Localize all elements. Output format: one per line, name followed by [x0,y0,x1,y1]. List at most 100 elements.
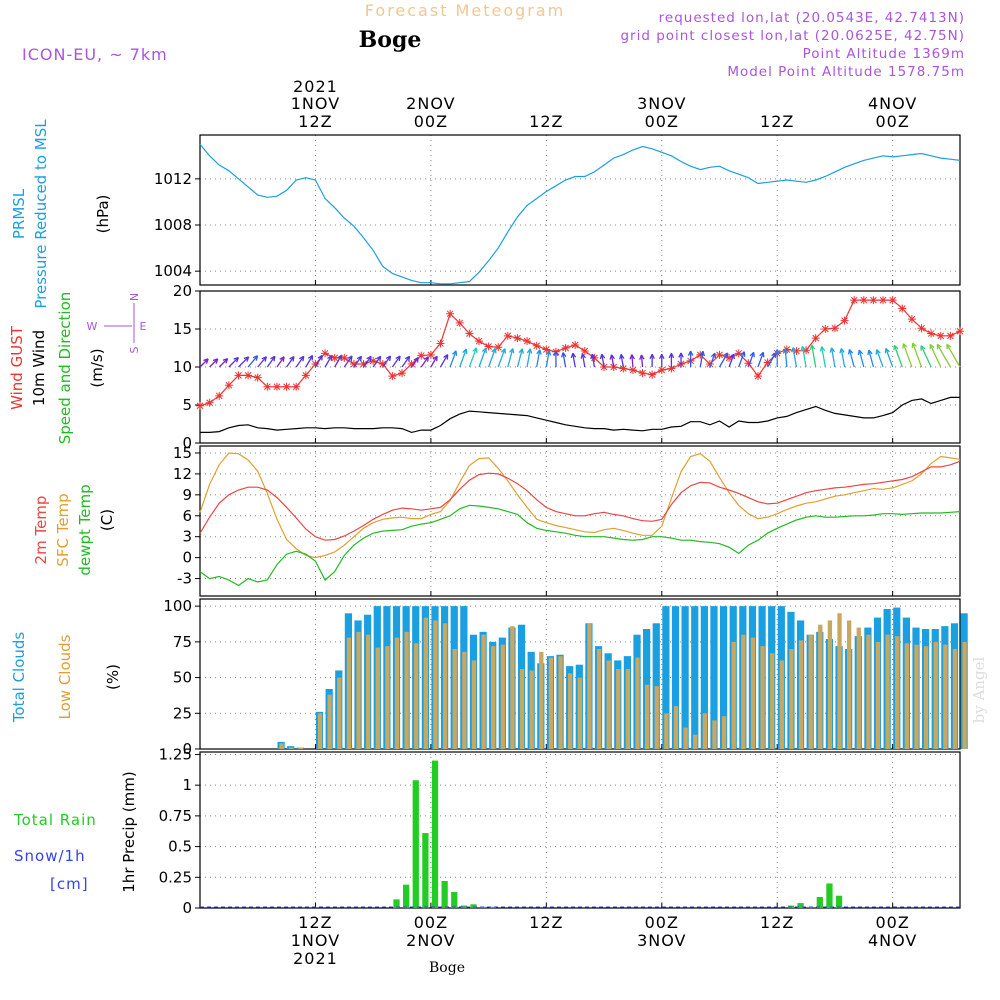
low-cloud-bar [741,634,746,749]
wind-arrow [747,352,755,368]
low-cloud-bar [952,649,958,749]
wind-arrowhead [729,353,735,360]
low-cloud-bar [298,747,303,749]
pressure-line [199,143,961,285]
ytick-label: 100 [163,597,192,615]
bottom-axis-day: 3NOV [637,931,686,950]
low-cloud-bar [914,644,919,749]
cloud-bars [277,606,968,749]
gust-marker [330,353,339,362]
wind-arrow [728,353,735,368]
wind-arrow [562,352,567,368]
pressure-label-2: Pressure Reduced to MSL [32,119,50,309]
wind-arrowhead [839,348,845,354]
low-cloud-bar [885,634,890,749]
wind-arrowhead [336,354,343,361]
wind-arrowhead [619,354,625,360]
wind-arrow [324,355,333,368]
wind-arrow [936,343,951,368]
low-cloud-bar [510,626,515,749]
low-cloud-bar [770,653,775,749]
wind-arrow [295,355,305,368]
low-cloud-bar [856,627,861,749]
wind-arrow [885,348,894,368]
rain-bars [393,760,843,908]
low-cloud-bar [962,641,967,749]
svg-text:N: N [128,293,141,301]
gust-marker [282,382,291,391]
wind-arrowhead [699,350,706,357]
wind-arrowhead [710,352,717,359]
low-cloud-bar [414,643,419,749]
wind-arrowhead [759,351,765,358]
wind-arrow [601,354,605,368]
location-title: Boge [359,27,422,53]
temp-sfc-line [199,452,961,559]
rain-bar [797,903,804,908]
gust-marker [388,372,397,381]
top-axis-day: 4NOV [868,94,917,113]
wind-arrowhead [472,347,478,353]
rain-bar [489,906,496,908]
gust-marker [513,334,522,343]
bottom-axis-hour: 00Z [645,913,679,932]
wind-arrow [266,355,276,368]
wind-arrow [868,349,875,368]
ytick-label: 1 [182,776,192,794]
wind-arrow [920,345,932,368]
wind-arrow [929,344,942,368]
low-cloud-bar [798,640,804,749]
wind-arrowhead [356,355,363,362]
wind-arrowhead [432,355,438,362]
gust-marker [263,382,272,391]
rain-bar [460,905,467,908]
panel-temp: -3 0 3 6 9 12 15 [173,444,961,597]
gust-marker [359,359,368,368]
rain-bar [451,892,458,908]
wind-arrow [305,355,314,368]
wind-arrowhead [203,358,209,364]
wind-arrowhead [668,352,675,359]
gust-marker [244,371,253,380]
low-cloud-bar [606,660,611,749]
gust-marker [917,324,926,333]
wind-arrow [468,347,477,368]
model-altitude: Model Point Altitude 1578.75m [727,64,965,80]
bottom-axis-day: 4NOV [868,931,917,950]
svg-text:S: S [128,346,141,353]
gust-marker [628,366,637,375]
gust-marker [600,363,609,371]
low-cloud-bar [750,637,756,749]
wind-arrow [821,346,826,368]
panel-frame [199,134,961,286]
gust-markers [196,296,964,410]
wind-arrow [757,352,764,368]
ytick-label: 1.25 [159,745,192,763]
low-cloud-bar [837,613,842,749]
gust-marker [407,359,416,368]
gust-marker [753,372,762,381]
wind-arrowhead [749,351,755,358]
low-cloud-bar [481,634,486,749]
gust-marker [378,359,387,368]
gust-marker [561,344,570,352]
wind-arrow [699,351,704,368]
wind-arrow [840,348,846,368]
gust-marker [879,296,888,305]
wind-arrow [218,358,229,368]
wind-arrow [738,351,745,368]
panel-precip: 0 0.25 0.5 0.75 1 1.25 [159,745,961,917]
total-cloud-bar [691,606,699,749]
rain-bar [441,880,448,908]
low-cloud-bar [625,669,631,749]
low-cloud-bar [500,644,505,749]
wind-arrowhead [580,353,586,359]
wind-arrow [848,349,855,368]
wind-arrowhead [526,348,533,354]
gust-marker [311,359,320,368]
gust-marker [494,343,503,352]
top-axis-hour: 12Z [529,112,563,131]
low-cloud-bar [654,686,659,749]
